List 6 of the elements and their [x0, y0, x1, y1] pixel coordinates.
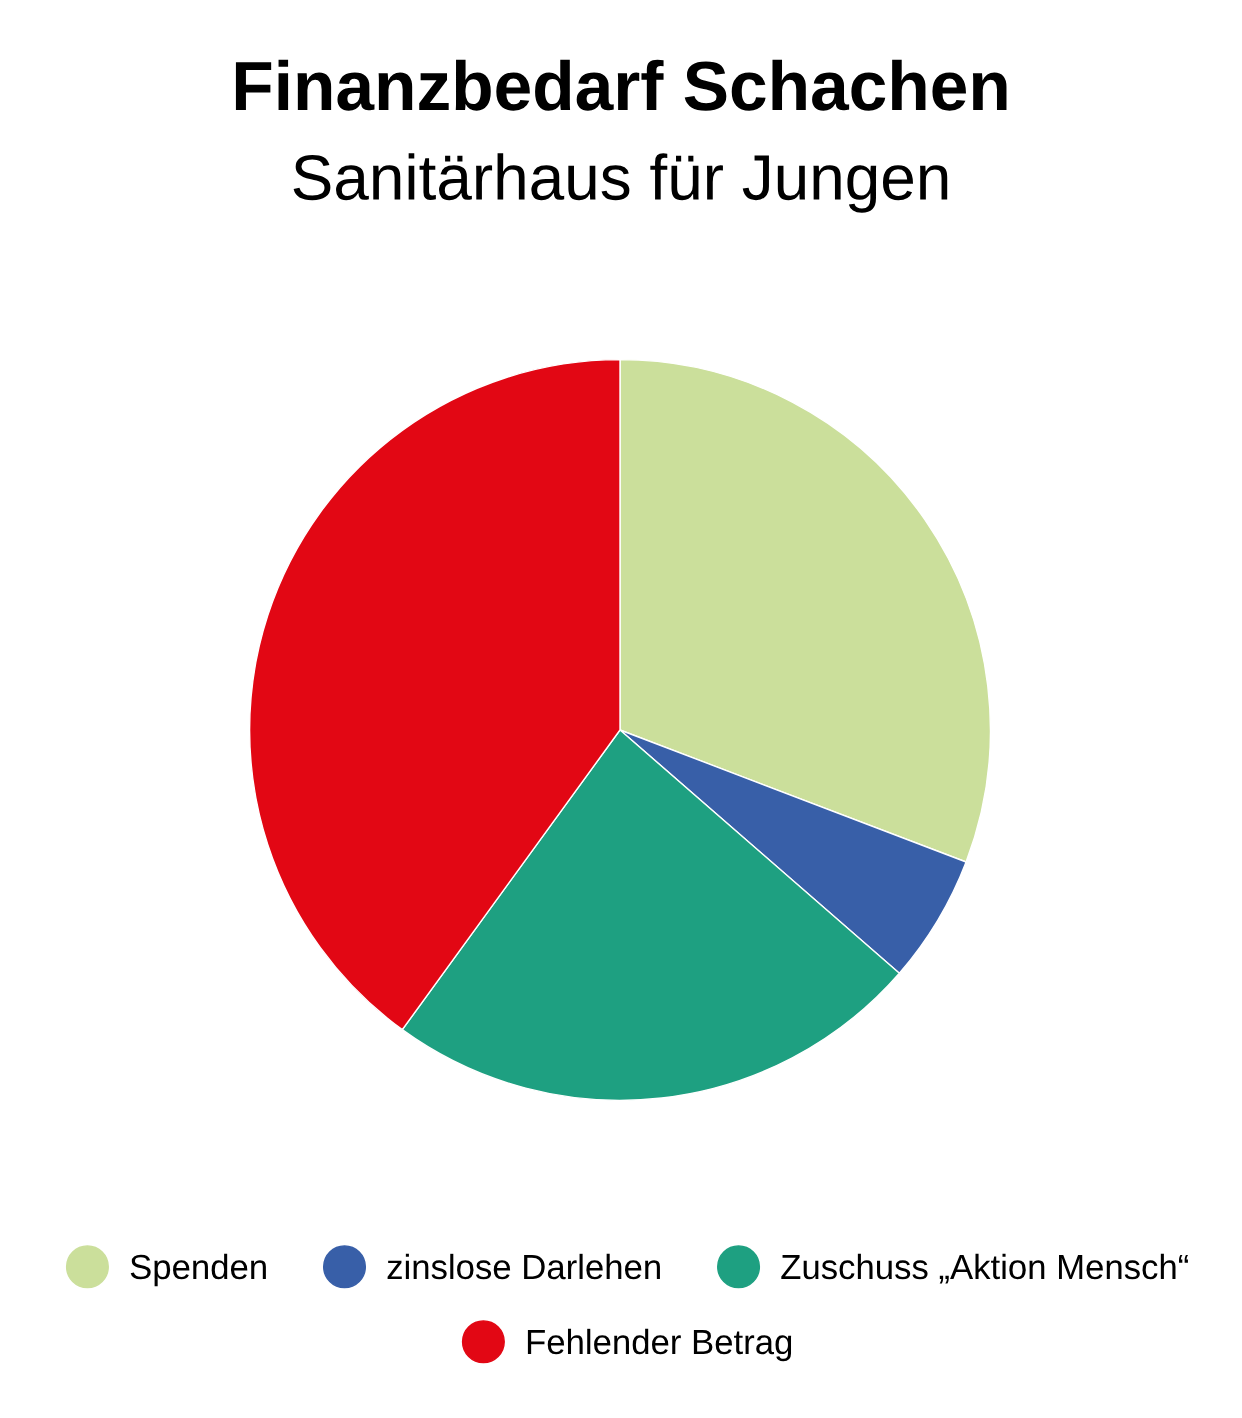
chart-title: Finanzbedarf Schachen [235, 59, 1007, 111]
legend-label: Spenden [130, 1253, 266, 1287]
legend-label: Zuschuss „Aktion Mensch“ [781, 1253, 1189, 1284]
legend-label: Fehlender Betrag [527, 1328, 792, 1362]
chart-subtitle: Sanitärhaus für Jungen [293, 153, 948, 213]
legend-label: zinslose Darlehen [387, 1253, 660, 1280]
